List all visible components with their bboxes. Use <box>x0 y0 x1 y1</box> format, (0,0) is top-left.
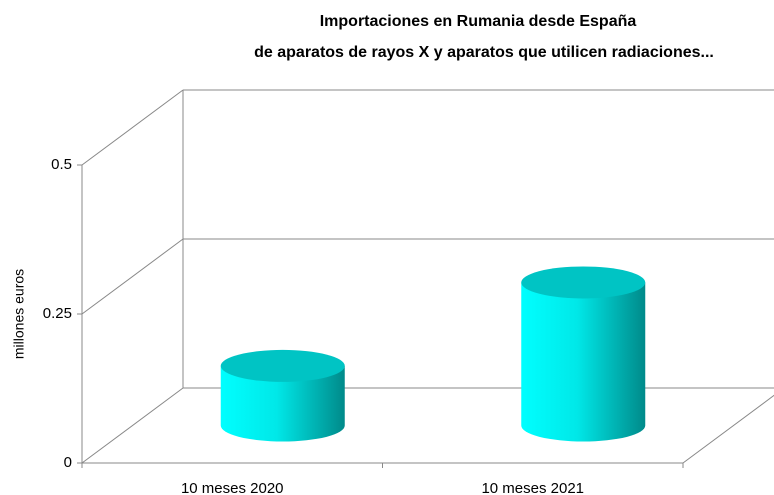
grid-line <box>81 387 184 464</box>
floor-side <box>682 394 774 464</box>
grid-line <box>81 89 184 166</box>
cylinder-body <box>521 282 646 442</box>
y-tick-label: 0.5 <box>51 156 72 173</box>
x-tick-label: 10 meses 2021 <box>481 480 584 495</box>
cylinder-top <box>220 349 345 382</box>
x-tick-label: 10 meses 2020 <box>181 480 284 495</box>
y-tick-label: 0.25 <box>43 305 72 322</box>
cylinder-top <box>521 266 646 299</box>
y-tick-label: 0 <box>64 454 72 471</box>
grid-line <box>81 238 184 315</box>
chart-title: Importaciones en Rumania desde España <box>320 13 637 30</box>
y-axis-label: millones euros <box>11 269 27 359</box>
cylinder-body <box>220 365 345 442</box>
chart-subtitle: de aparatos de rayos X y aparatos que ut… <box>254 44 714 61</box>
